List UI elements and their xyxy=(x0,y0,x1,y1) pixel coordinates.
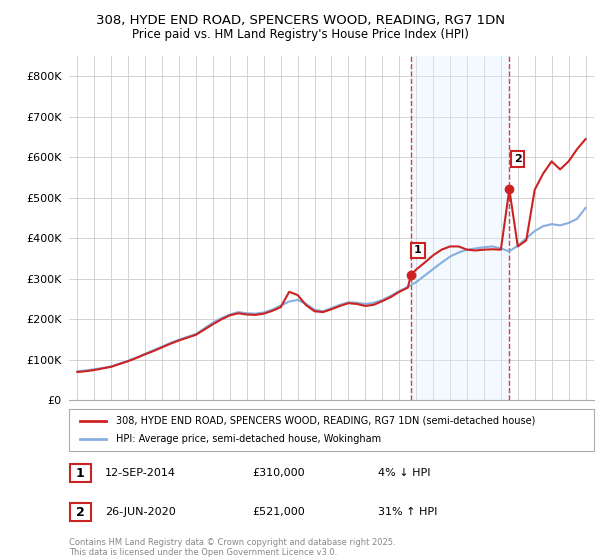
Text: Contains HM Land Registry data © Crown copyright and database right 2025.
This d: Contains HM Land Registry data © Crown c… xyxy=(69,538,395,557)
Text: HPI: Average price, semi-detached house, Wokingham: HPI: Average price, semi-detached house,… xyxy=(116,434,382,444)
Text: 2: 2 xyxy=(514,154,521,164)
Text: Price paid vs. HM Land Registry's House Price Index (HPI): Price paid vs. HM Land Registry's House … xyxy=(131,28,469,41)
Text: 31% ↑ HPI: 31% ↑ HPI xyxy=(378,507,437,517)
Bar xyxy=(411,56,509,400)
Text: 1: 1 xyxy=(414,245,422,255)
Text: 4% ↓ HPI: 4% ↓ HPI xyxy=(378,468,431,478)
Text: 12-SEP-2014: 12-SEP-2014 xyxy=(105,468,176,478)
Text: 308, HYDE END ROAD, SPENCERS WOOD, READING, RG7 1DN: 308, HYDE END ROAD, SPENCERS WOOD, READI… xyxy=(95,14,505,27)
Text: 26-JUN-2020: 26-JUN-2020 xyxy=(105,507,176,517)
Text: £310,000: £310,000 xyxy=(252,468,305,478)
Text: £521,000: £521,000 xyxy=(252,507,305,517)
Text: 2: 2 xyxy=(76,506,85,519)
Text: 308, HYDE END ROAD, SPENCERS WOOD, READING, RG7 1DN (semi-detached house): 308, HYDE END ROAD, SPENCERS WOOD, READI… xyxy=(116,416,536,426)
Text: 1: 1 xyxy=(76,466,85,480)
